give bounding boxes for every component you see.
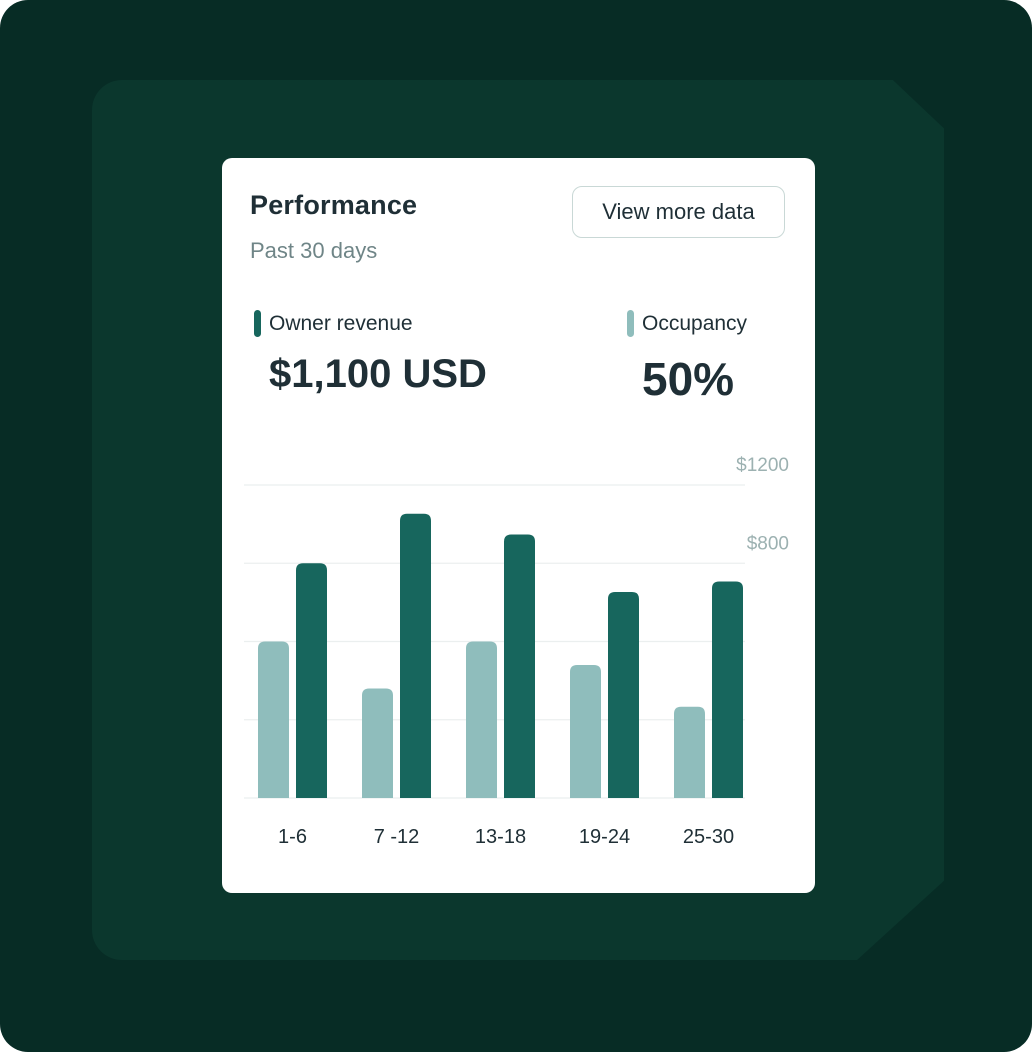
revenue-value: $1,100 USD — [269, 352, 487, 396]
x-tick-label: 7 -12 — [374, 826, 420, 848]
revenue-swatch-icon — [254, 310, 261, 337]
bar-occupancy — [258, 641, 289, 798]
bar-owner-revenue — [504, 534, 535, 798]
y-tick-label: $800 — [747, 533, 789, 554]
x-tick-label: 13-18 — [475, 826, 526, 848]
x-tick-label: 19-24 — [579, 826, 630, 848]
view-more-data-button[interactable]: View more data — [572, 186, 785, 238]
legend-occupancy: Occupancy — [627, 310, 747, 337]
bar-chart: $1200 $800 1-6 7 -12 13-18 19-24 25-30 — [244, 455, 789, 848]
legend-owner-revenue: Owner revenue — [254, 310, 413, 337]
legend-label: Owner revenue — [269, 311, 413, 335]
bar-owner-revenue — [712, 581, 743, 798]
bar-occupancy — [362, 688, 393, 798]
performance-card: Performance Past 30 days View more data … — [222, 158, 815, 893]
bar-occupancy — [570, 664, 601, 798]
y-tick-label: $1200 — [736, 455, 789, 476]
bar-occupancy — [466, 641, 497, 798]
bar-owner-revenue — [608, 591, 639, 798]
bar-owner-revenue — [400, 513, 431, 798]
card-title: Performance — [250, 190, 418, 220]
card-subtitle: Past 30 days — [250, 238, 378, 263]
bar-owner-revenue — [296, 563, 327, 798]
bar-occupancy — [674, 706, 705, 798]
x-tick-label: 25-30 — [683, 826, 734, 848]
legend-label: Occupancy — [642, 311, 748, 335]
occupancy-value: 50% — [642, 353, 735, 405]
x-tick-label: 1-6 — [278, 826, 307, 848]
occupancy-swatch-icon — [627, 310, 634, 337]
